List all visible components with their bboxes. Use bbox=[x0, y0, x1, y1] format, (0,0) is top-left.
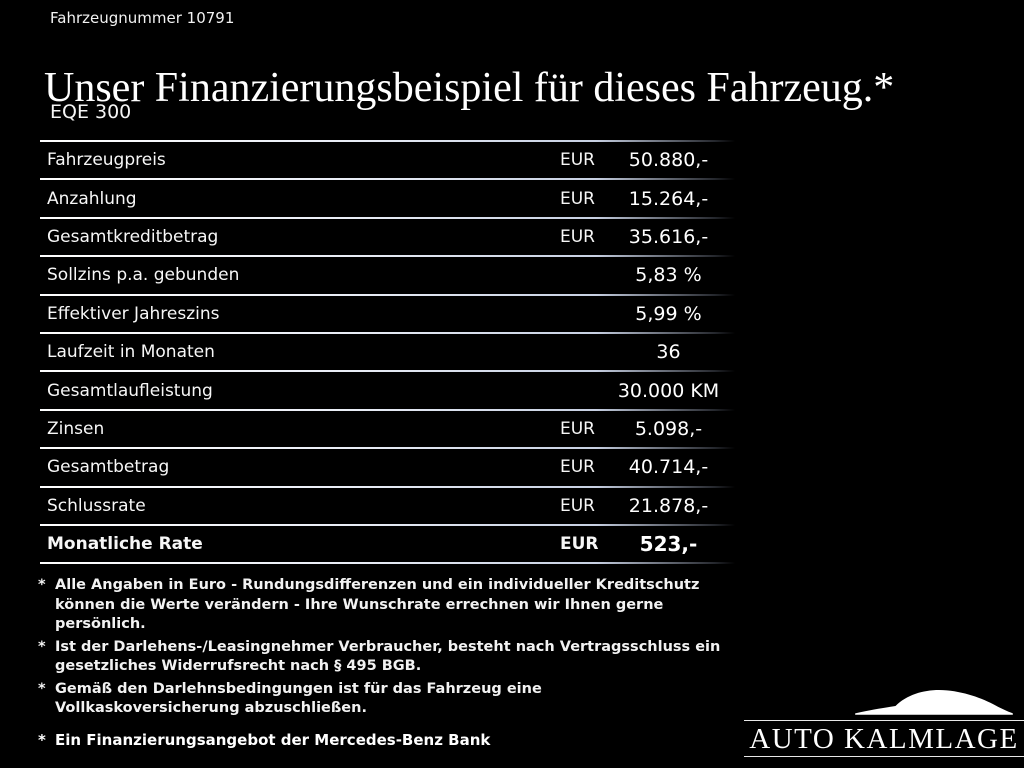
row-label: Monatliche Rate bbox=[47, 534, 203, 555]
divider bbox=[40, 178, 735, 181]
footnote-marker: * bbox=[38, 577, 46, 593]
table-row: Effektiver Jahreszins 5,99 % bbox=[40, 293, 735, 332]
row-label: Sollzins p.a. gebunden bbox=[47, 265, 240, 286]
dealer-name: AUTO KALMLAGE bbox=[749, 723, 1019, 755]
divider bbox=[40, 331, 735, 334]
divider bbox=[40, 293, 735, 296]
row-label: Anzahlung bbox=[47, 188, 137, 209]
divider bbox=[40, 562, 735, 565]
row-label: Gesamtlaufleistung bbox=[47, 380, 213, 401]
divider bbox=[40, 485, 735, 488]
footnote-text: Alle Angaben in Euro - Rundungsdifferenz… bbox=[55, 577, 700, 632]
row-value: 50.880,- bbox=[628, 149, 709, 172]
car-silhouette-icon bbox=[855, 690, 1013, 715]
row-label: Gesamtkreditbetrag bbox=[47, 226, 219, 247]
row-value: 30.000 KM bbox=[617, 379, 720, 402]
divider bbox=[40, 140, 735, 142]
table-row: Laufzeit in Monaten 36 bbox=[40, 331, 735, 370]
row-label: Effektiver Jahreszins bbox=[47, 303, 220, 324]
footnote-item: * Ist der Darlehens-/Leasingnehmer Verbr… bbox=[38, 638, 758, 677]
table-row: Gesamtkreditbetrag EUR 35.616,- bbox=[40, 216, 735, 255]
row-value: 15.264,- bbox=[628, 187, 709, 210]
table-row: Sollzins p.a. gebunden 5,83 % bbox=[40, 255, 735, 293]
row-value: 35.616,- bbox=[628, 225, 709, 248]
table-row: Gesamtlaufleistung 30.000 KM bbox=[40, 370, 735, 408]
table-row: Anzahlung EUR 15.264,- bbox=[40, 178, 735, 216]
bank-note-text: Ein Finanzierungsangebot der Mercedes-Be… bbox=[55, 731, 491, 749]
row-value: 5.098,- bbox=[634, 417, 703, 440]
divider bbox=[40, 216, 735, 219]
row-value: 5,99 % bbox=[635, 302, 702, 325]
divider bbox=[40, 408, 735, 411]
table-row: Fahrzeugpreis EUR 50.880,- bbox=[40, 140, 735, 178]
row-value: 523,- bbox=[639, 532, 698, 557]
footnote-text: Ist der Darlehens-/Leasingnehmer Verbrau… bbox=[55, 638, 721, 675]
row-value: 21.878,- bbox=[628, 494, 709, 517]
table-row: Gesamtbetrag EUR 40.714,- bbox=[40, 447, 735, 485]
divider bbox=[40, 447, 735, 450]
footnote-item: * Gemäß den Darlehnsbedingungen ist für … bbox=[38, 680, 758, 719]
logo-divider-bottom bbox=[744, 756, 1024, 757]
row-label: Zinsen bbox=[47, 418, 105, 439]
currency-label: EUR bbox=[560, 534, 599, 555]
currency-label: EUR bbox=[560, 495, 595, 516]
row-label: Laufzeit in Monaten bbox=[47, 342, 215, 363]
footnote-item: * Alle Angaben in Euro - Rundungsdiffere… bbox=[38, 576, 758, 635]
footnote-text: Gemäß den Darlehnsbedingungen ist für da… bbox=[55, 680, 542, 717]
divider bbox=[40, 370, 735, 373]
logo-divider-top bbox=[744, 720, 1024, 721]
row-label: Gesamtbetrag bbox=[47, 457, 170, 478]
row-label: Fahrzeugpreis bbox=[47, 150, 166, 171]
row-value: 36 bbox=[656, 341, 681, 364]
divider bbox=[40, 255, 735, 258]
footnote-marker: * bbox=[38, 680, 46, 697]
footnote-marker: * bbox=[38, 638, 46, 655]
row-value: 5,83 % bbox=[635, 264, 702, 287]
currency-label: EUR bbox=[560, 457, 595, 478]
row-value: 40.714,- bbox=[628, 456, 709, 479]
financing-table: Fahrzeugpreis EUR 50.880,- Anzahlung EUR… bbox=[40, 140, 735, 565]
currency-label: EUR bbox=[560, 188, 595, 209]
table-row: Schlussrate EUR 21.878,- bbox=[40, 485, 735, 524]
row-label: Schlussrate bbox=[47, 495, 146, 516]
bank-note: * Ein Finanzierungsangebot der Mercedes-… bbox=[38, 731, 490, 749]
footnotes: * Alle Angaben in Euro - Rundungsdiffere… bbox=[38, 576, 758, 722]
vehicle-number: Fahrzeugnummer 10791 bbox=[50, 9, 235, 27]
footnote-marker: * bbox=[38, 731, 46, 749]
currency-label: EUR bbox=[560, 150, 595, 171]
page-title: Unser Finanzierungsbeispiel für dieses F… bbox=[44, 65, 895, 112]
model-name: EQE 300 bbox=[50, 101, 132, 123]
currency-label: EUR bbox=[560, 418, 595, 439]
table-row-monthly-rate: Monatliche Rate EUR 523,- bbox=[40, 523, 735, 562]
divider bbox=[40, 523, 735, 526]
currency-label: EUR bbox=[560, 226, 595, 247]
table-row: Zinsen EUR 5.098,- bbox=[40, 408, 735, 447]
